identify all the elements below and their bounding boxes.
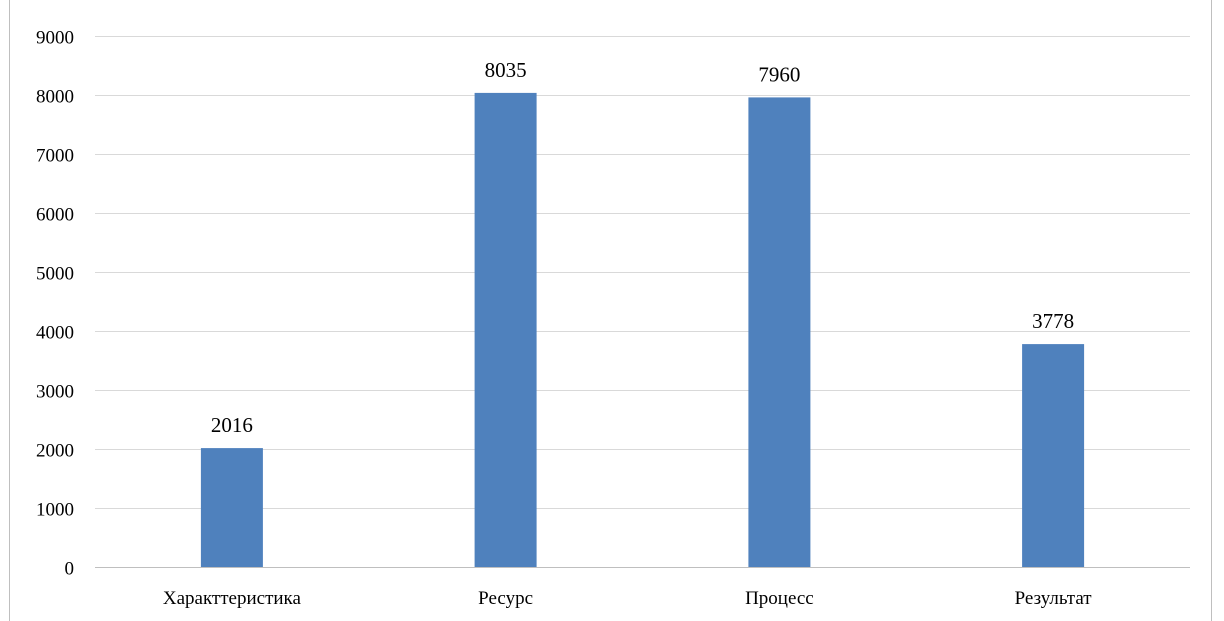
- gridlines: [95, 36, 1190, 509]
- y-tick-label-8000: 8000: [36, 87, 74, 108]
- bar-Результат: [1022, 344, 1085, 567]
- category-label-Результат: Результат: [1015, 588, 1093, 609]
- data-label-Результат: 3778: [1032, 309, 1074, 333]
- chart-frame: [9, 0, 1212, 621]
- bars: [200, 92, 1085, 568]
- y-tick-label-4000: 4000: [36, 323, 74, 344]
- category-label-Ресурс: Ресурс: [478, 588, 533, 609]
- y-tick-label-3000: 3000: [36, 382, 74, 403]
- y-tick-label-6000: 6000: [36, 205, 74, 226]
- y-axis-ticks: 0 1000 2000 3000 4000 5000 6000 7000 8000 9000: [36, 28, 74, 580]
- y-tick-label-9000: 9000: [36, 28, 74, 49]
- data-label-Ресурс: 8035: [485, 58, 527, 82]
- y-tick-label-2000: 2000: [36, 441, 74, 462]
- category-label-Характтеристика: Характтеристика: [163, 588, 302, 609]
- bar-Ресурс: [474, 92, 537, 568]
- y-tick-label-0: 0: [65, 559, 75, 580]
- category-labels: Характтеристика Ресурс Процесс Результат: [163, 588, 1092, 609]
- bar-Процесс: [748, 97, 811, 568]
- bar-Характтеристика: [200, 448, 263, 567]
- category-label-Процесс: Процесс: [745, 588, 814, 609]
- data-label-Характтеристика: 2016: [211, 413, 253, 437]
- data-labels: 2016 8035 7960 3778: [211, 58, 1074, 437]
- y-tick-label-1000: 1000: [36, 500, 74, 521]
- data-label-Процесс: 7960: [758, 62, 800, 86]
- y-tick-label-7000: 7000: [36, 146, 74, 167]
- y-tick-label-5000: 5000: [36, 264, 74, 285]
